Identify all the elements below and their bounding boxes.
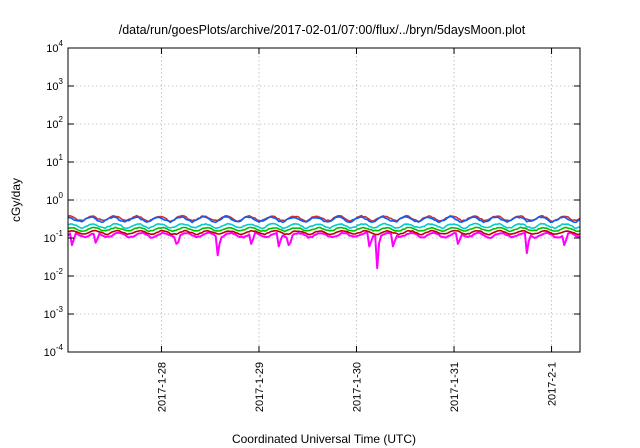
y-tick-label: 104 — [46, 39, 63, 55]
x-tick-label: 2017-1-31 — [449, 362, 461, 412]
y-tick-base: 10 — [46, 195, 58, 207]
x-axis-label: Coordinated Universal Time (UTC) — [232, 432, 416, 446]
chart-title: /data/run/goesPlots/archive/2017-02-01/0… — [119, 23, 526, 37]
y-tick-label: 10-1 — [44, 229, 64, 245]
x-tick-label: 2017-1-30 — [352, 362, 364, 412]
grid-lines — [68, 48, 580, 352]
y-tick-label: 10-2 — [44, 267, 64, 283]
y-tick-base: 10 — [46, 81, 58, 93]
y-tick-base: 10 — [44, 347, 56, 359]
y-tick-exponent: 2 — [59, 115, 64, 124]
x-axis-ticks: 2017-1-28 2017-1-29 2017-1-30 2017-1-31 2017… — [156, 48, 559, 412]
y-tick-label: 100 — [46, 191, 63, 207]
y-tick-label: 101 — [46, 153, 63, 169]
y-tick-exponent: 1 — [59, 153, 64, 162]
y-tick-base: 10 — [46, 157, 58, 169]
series-lines — [67, 214, 581, 270]
y-tick-base: 10 — [44, 271, 56, 283]
y-tick-label: 10-4 — [44, 343, 64, 359]
y-tick-exponent: -1 — [56, 229, 64, 238]
y-tick-label: 10-3 — [44, 305, 64, 321]
y-axis-label: cGy/day — [9, 178, 23, 222]
y-tick-base: 10 — [46, 43, 58, 55]
x-tick-label: 2017-2-1 — [547, 362, 559, 406]
y-tick-base: 10 — [44, 309, 56, 321]
y-tick-base: 10 — [46, 119, 58, 131]
y-tick-label: 103 — [46, 77, 63, 93]
x-tick-label: 2017-1-29 — [254, 362, 266, 412]
series-line-4 — [67, 222, 581, 230]
y-tick-exponent: 3 — [59, 77, 64, 86]
y-tick-exponent: -2 — [56, 267, 64, 276]
y-tick-base: 10 — [44, 233, 56, 245]
y-tick-exponent: 0 — [59, 191, 64, 200]
series-line-6 — [67, 215, 581, 224]
y-tick-exponent: -4 — [56, 343, 64, 352]
y-tick-label: 102 — [46, 115, 63, 131]
y-tick-exponent: 4 — [59, 39, 64, 48]
y-tick-exponent: -3 — [56, 305, 64, 314]
series-line-1 — [67, 231, 581, 270]
x-tick-label: 2017-1-28 — [156, 362, 168, 412]
series-line-2 — [67, 229, 581, 236]
series-line-3 — [67, 226, 581, 233]
